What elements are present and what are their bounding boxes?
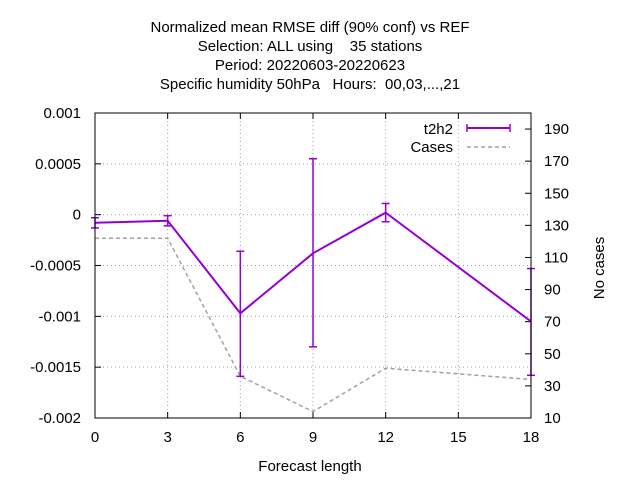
errorbar bbox=[236, 250, 245, 378]
y2-tick-label: 130 bbox=[544, 217, 569, 234]
y-tick-label: 0.0005 bbox=[35, 156, 81, 173]
y-tick-label: 0.001 bbox=[43, 105, 81, 122]
y2-axis-label: No cases bbox=[591, 237, 608, 300]
y2-tick-label: 170 bbox=[544, 153, 569, 170]
chart-title: Normalized mean RMSE diff (90% conf) vs … bbox=[151, 19, 470, 93]
errorbar bbox=[163, 214, 172, 227]
y2-tick-label: 110 bbox=[544, 249, 568, 266]
errorbar bbox=[309, 158, 317, 348]
legend-label-cases: Cases bbox=[410, 139, 453, 156]
x-tick-label: 12 bbox=[377, 429, 394, 446]
y-tick-label: -0.0005 bbox=[30, 258, 81, 275]
legend-label-t2h2: t2h2 bbox=[424, 121, 453, 138]
x-tick-label: 3 bbox=[163, 429, 171, 446]
x-tick-label: 9 bbox=[309, 429, 317, 446]
y2-tick-label: 150 bbox=[544, 185, 569, 202]
title-line-1: Normalized mean RMSE diff (90% conf) vs … bbox=[151, 19, 470, 36]
x-tick-label: 15 bbox=[450, 429, 467, 446]
x-axis-label: Forecast length bbox=[258, 458, 361, 475]
y-tick-label: 0 bbox=[73, 207, 81, 224]
x-tick-label: 18 bbox=[523, 429, 540, 446]
y2-tick-label: 30 bbox=[544, 378, 561, 395]
series-layer bbox=[91, 158, 535, 413]
y-tick-label: -0.002 bbox=[38, 410, 81, 427]
y-tick-label: -0.0015 bbox=[30, 359, 81, 376]
x-tick-label: 0 bbox=[91, 429, 99, 446]
y2-tick-label: 70 bbox=[544, 314, 561, 331]
errorbar bbox=[381, 202, 390, 223]
title-line-3: Period: 20220603-20220623 bbox=[215, 57, 405, 74]
axis-ticks: 0 3 6 9 12 15 18 -0.002 -0.0015 -0.001 -0.0005 0 0.0… bbox=[30, 105, 569, 446]
x-tick-label: 6 bbox=[236, 429, 244, 446]
title-line-4: Specific humidity 50hPa Hours: 00,03,...… bbox=[160, 76, 460, 93]
y-tick-label: -0.001 bbox=[38, 308, 81, 325]
plot-area-border bbox=[94, 112, 532, 419]
y2-tick-label: 90 bbox=[544, 282, 561, 299]
y2-tick-label: 50 bbox=[544, 346, 561, 363]
series-t2h2-line bbox=[94, 211, 532, 323]
title-line-2: Selection: ALL using 35 stations bbox=[198, 38, 423, 55]
y2-tick-label: 190 bbox=[544, 121, 569, 138]
y2-tick-label: 10 bbox=[544, 410, 561, 427]
series-cases-line bbox=[95, 237, 532, 413]
